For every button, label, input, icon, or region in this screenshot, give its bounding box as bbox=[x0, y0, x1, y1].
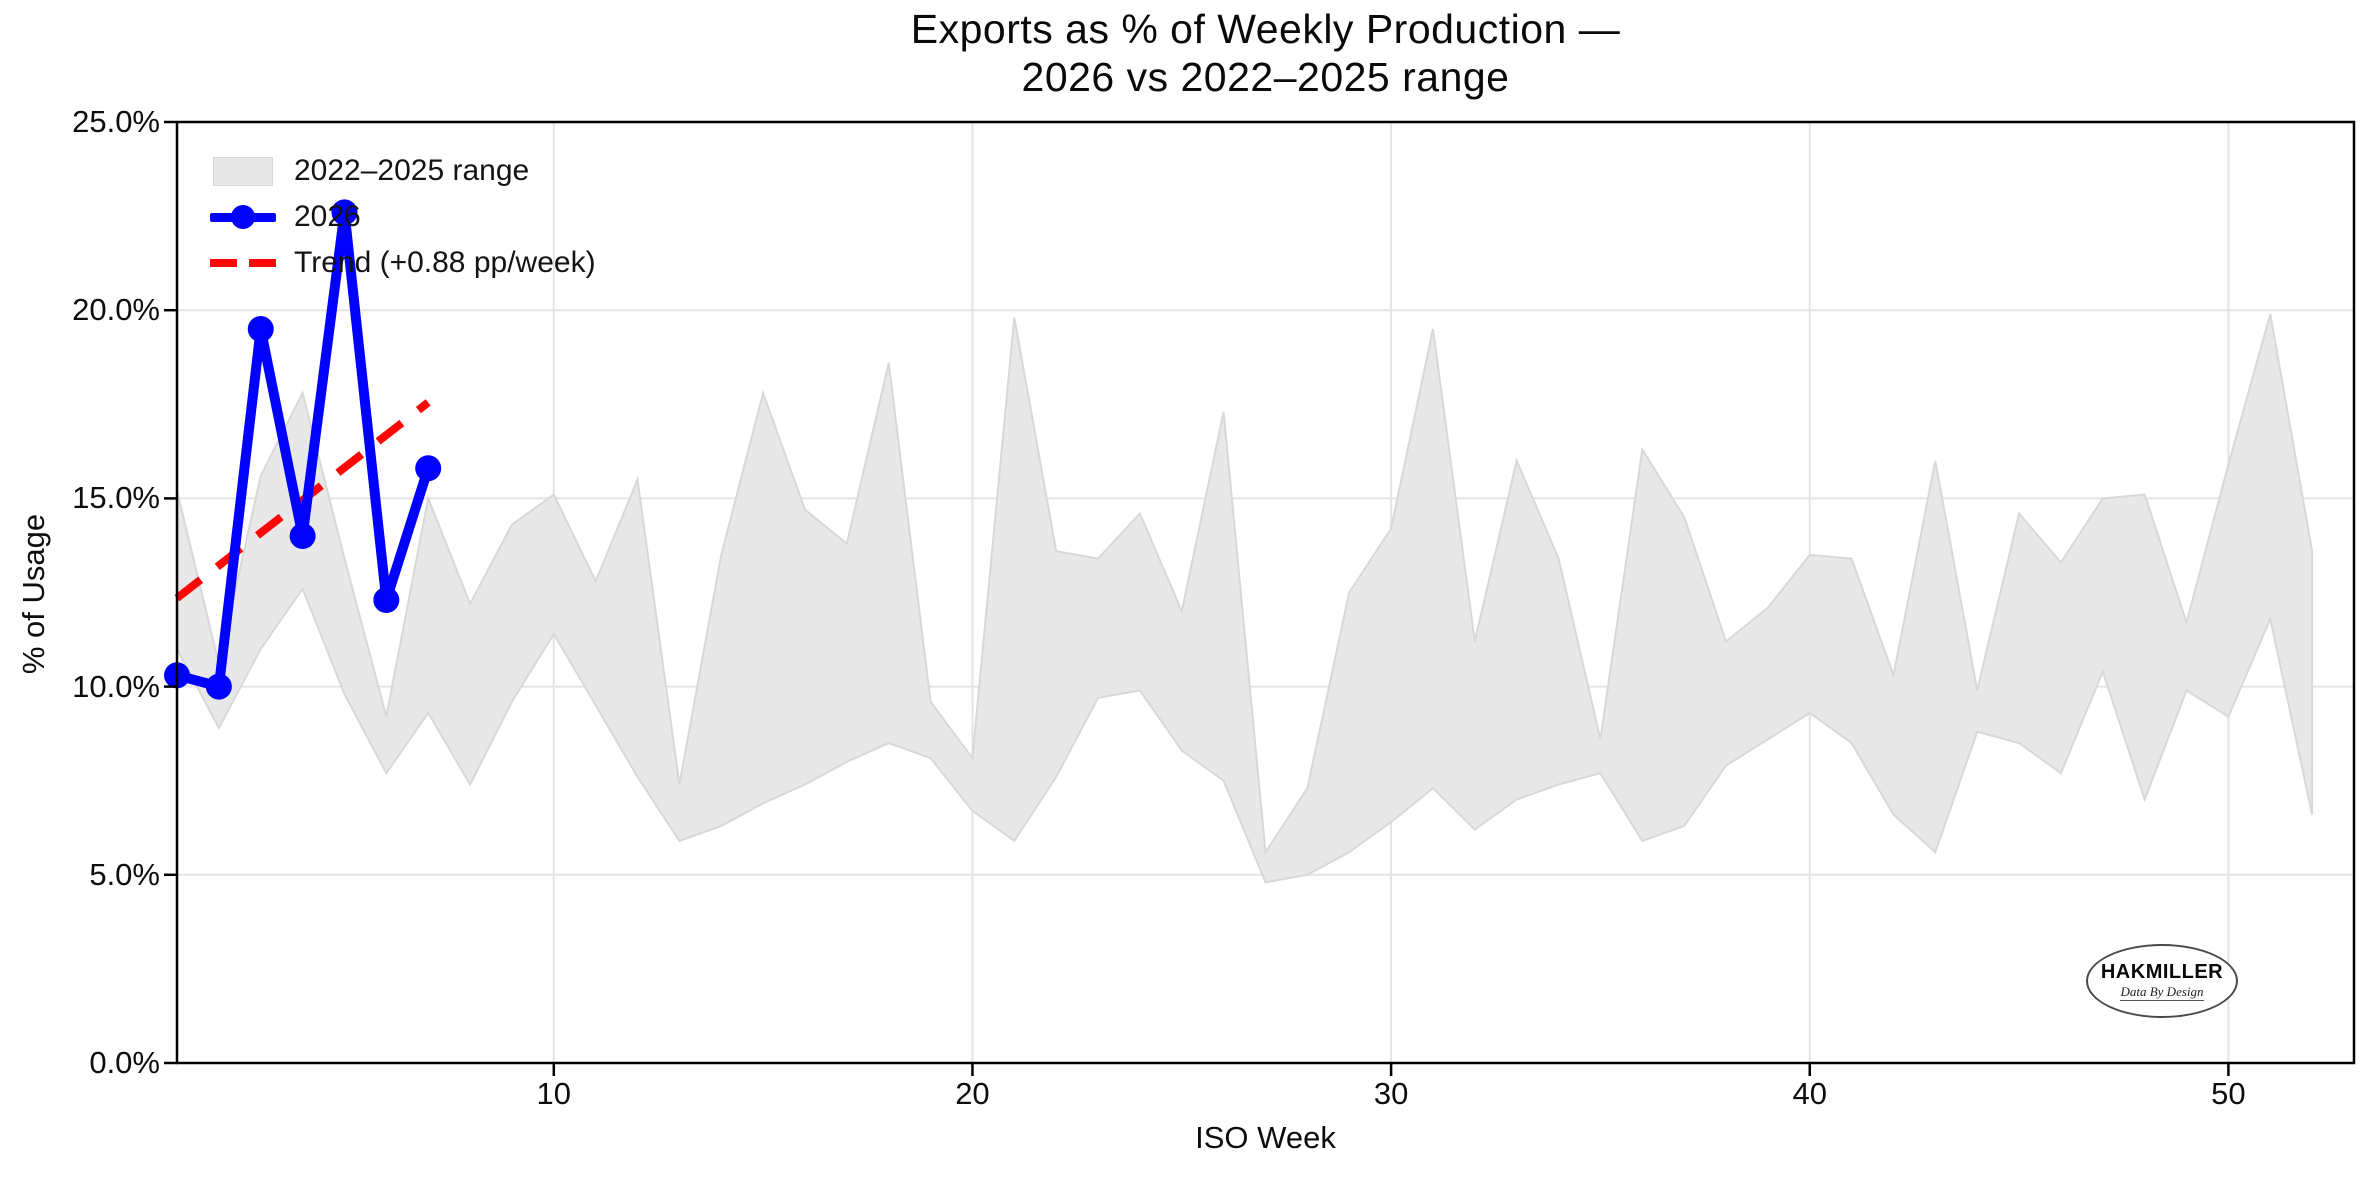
legend-item-range: 2022–2025 range bbox=[210, 148, 596, 194]
y-tick-label: 0.0% bbox=[89, 1045, 160, 1080]
line-marker-swatch-icon bbox=[210, 204, 276, 230]
y-tick-label: 20.0% bbox=[72, 292, 160, 328]
plot-frame bbox=[175, 120, 2356, 1065]
x-axis-title: ISO Week bbox=[1195, 1120, 1336, 1155]
range-band bbox=[176, 313, 2314, 884]
series-2026-marker bbox=[289, 523, 316, 550]
legend: 2022–2025 range 2026 Trend (+0.88 pp/wee… bbox=[210, 148, 596, 286]
y-tick-label: 5.0% bbox=[89, 856, 160, 892]
x-tick-label: 20 bbox=[955, 1076, 990, 1111]
x-tick-label: 50 bbox=[2211, 1076, 2246, 1111]
y-tick-label: 10.0% bbox=[72, 668, 160, 704]
brand-logo-tagline: Data By Design bbox=[2120, 984, 2204, 1001]
series-2026-marker bbox=[373, 587, 400, 614]
brand-logo-name: HAKMILLER bbox=[2100, 961, 2224, 984]
legend-item-2026: 2026 bbox=[210, 194, 596, 240]
chart-title-line2: 2026 vs 2022–2025 range bbox=[1021, 53, 1510, 100]
x-tick-label: 40 bbox=[1792, 1076, 1827, 1111]
dashed-line-swatch-icon bbox=[210, 259, 276, 267]
legend-label-range: 2022–2025 range bbox=[294, 154, 530, 187]
legend-label-2026: 2026 bbox=[294, 200, 361, 233]
x-tick-label: 30 bbox=[1373, 1076, 1409, 1111]
chart-title: Exports as % of Weekly Production — 2026… bbox=[177, 6, 2354, 102]
x-tick-label: 10 bbox=[536, 1076, 572, 1111]
chart-title-line1: Exports as % of Weekly Production — bbox=[910, 6, 1621, 52]
legend-label-trend: Trend (+0.88 pp/week) bbox=[294, 246, 596, 279]
y-tick-label: 25.0% bbox=[72, 104, 160, 139]
series-2026-marker bbox=[415, 455, 442, 482]
brand-logo: HAKMILLER Data By Design bbox=[2086, 944, 2238, 1018]
series-2026-marker bbox=[247, 316, 274, 343]
range-band-swatch-icon bbox=[210, 156, 276, 186]
series-2026-marker bbox=[331, 199, 358, 226]
y-tick-label: 15.0% bbox=[72, 480, 160, 516]
series-2026-marker bbox=[205, 673, 232, 700]
legend-item-trend: Trend (+0.88 pp/week) bbox=[210, 240, 596, 286]
